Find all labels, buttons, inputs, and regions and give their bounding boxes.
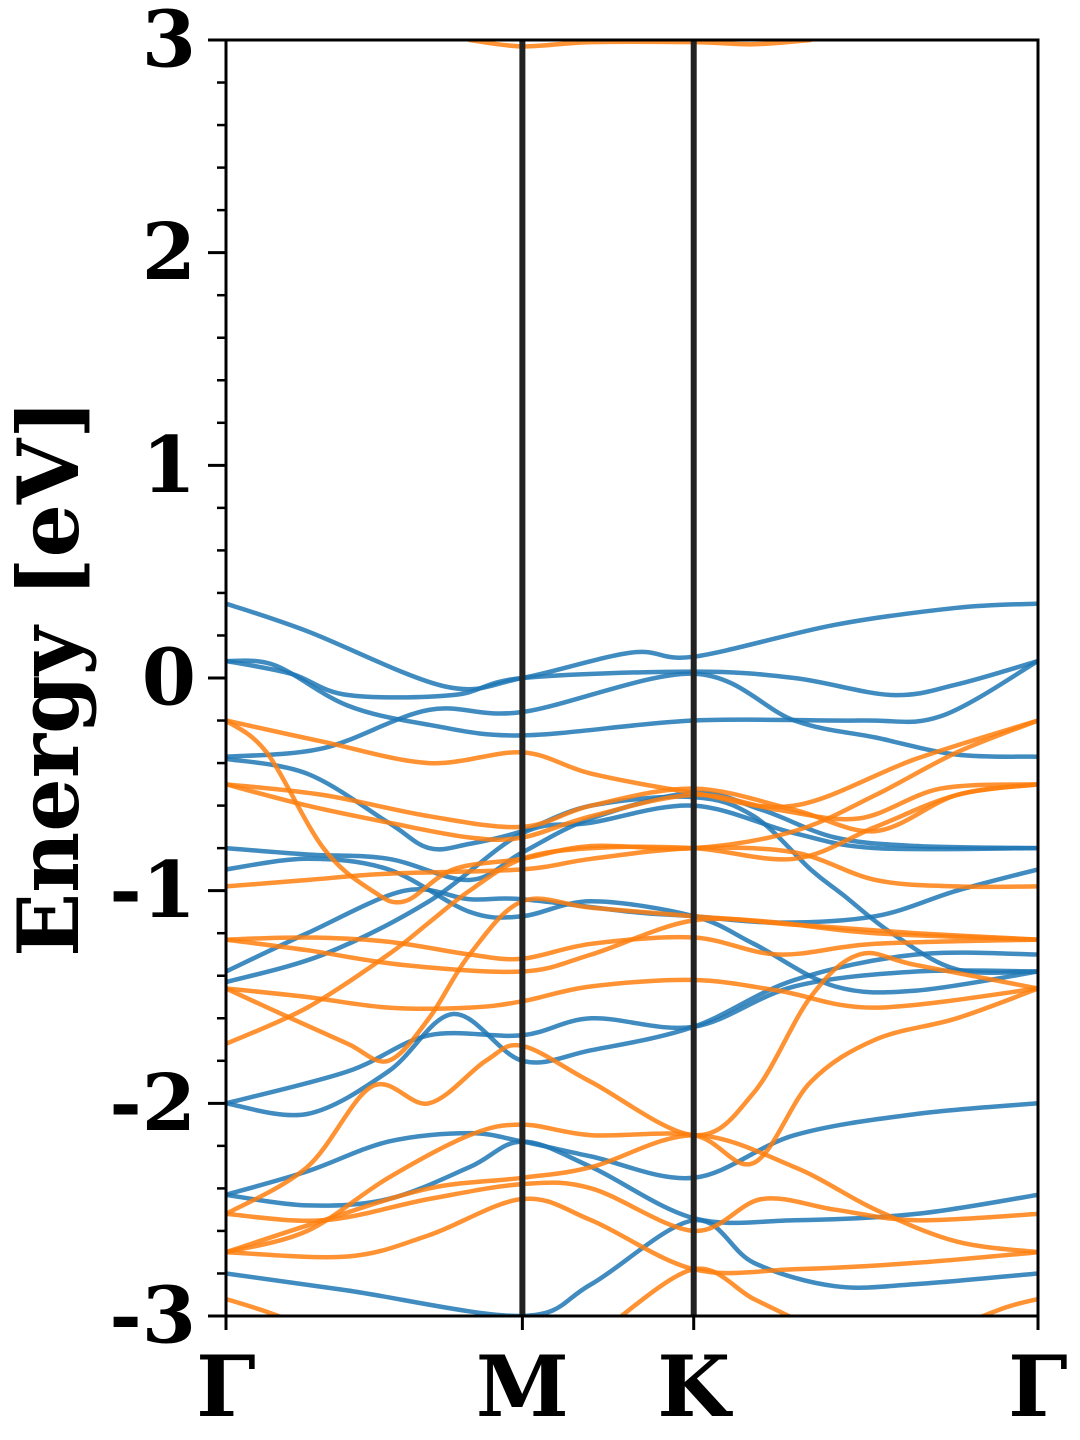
y-tick-label: 3	[142, 0, 196, 86]
y-tick-label: 2	[142, 207, 196, 298]
band-line-21	[226, 916, 1038, 975]
y-tick-label: -3	[109, 1271, 196, 1362]
band-line-18	[226, 782, 1038, 834]
y-tick-label: 0	[142, 633, 196, 724]
band-line-20	[226, 934, 1038, 962]
band-line-22	[226, 977, 1038, 1011]
band-line-10	[226, 968, 1038, 1106]
y-axis: -3 -2 -1 0 1 2 3	[109, 0, 226, 1362]
band-line-4	[226, 671, 1038, 759]
band-line-26	[226, 1180, 1038, 1234]
band-line-8	[226, 803, 1038, 985]
band-lines	[226, 40, 1038, 1316]
x-tick-label: K	[657, 1337, 733, 1436]
band-line-31	[617, 1266, 794, 1316]
band-line-12	[226, 1101, 1038, 1198]
band-line-2	[226, 658, 1038, 738]
band-line-27	[226, 986, 1038, 1255]
y-axis-label: Energy [eV]	[0, 399, 98, 957]
plot-frame	[224, 38, 1040, 1318]
x-tick-label: Γ	[196, 1337, 256, 1436]
x-tick-label: Γ	[1008, 1337, 1068, 1436]
band-line-24	[226, 782, 1038, 1047]
high-symmetry-lines	[519, 40, 697, 1316]
band-line-17	[226, 782, 1038, 842]
band-line-6	[226, 856, 1038, 995]
y-tick-label: 1	[142, 420, 196, 511]
band-line-29	[226, 1132, 1038, 1255]
band-line-11	[226, 950, 1038, 1118]
band-line-14	[226, 1218, 1038, 1316]
band-line-32	[977, 1296, 1038, 1316]
band-line-1	[226, 601, 1038, 692]
band-line-15	[226, 718, 1038, 810]
x-tick-label: M	[476, 1337, 569, 1436]
band-line-3	[226, 658, 1038, 700]
band-line-19	[226, 845, 1038, 890]
y-tick-label: -2	[109, 1058, 196, 1149]
y-tick-label: -1	[109, 845, 196, 936]
band-line-30	[226, 1296, 286, 1316]
band-line-28	[226, 1196, 1038, 1276]
band-line-25	[226, 950, 1038, 1217]
